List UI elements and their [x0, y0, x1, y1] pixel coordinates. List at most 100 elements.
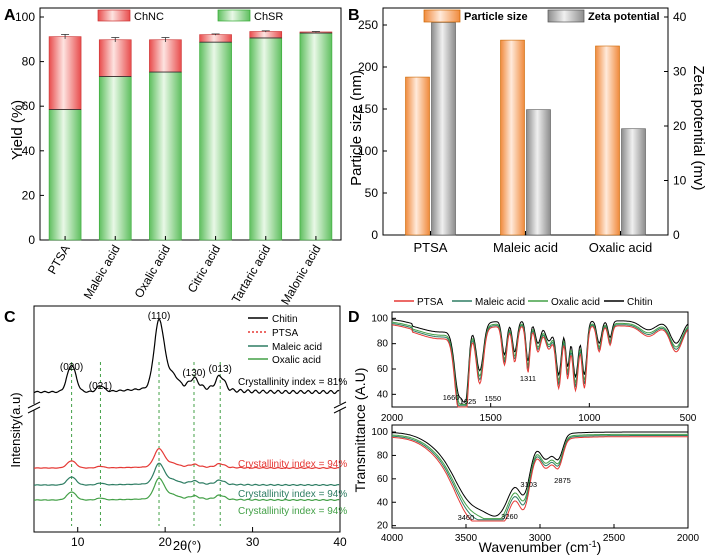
d-bottom-xtick-label: 3500: [455, 533, 478, 544]
panel-a-frame: [39, 7, 342, 241]
d-bottom-ytick-label: 40: [377, 497, 389, 508]
panel-b-legend: Particle size Zeta potential: [423, 9, 660, 23]
d-top-ytick-label: 40: [377, 389, 389, 400]
b-ytick-label-right: 30: [673, 65, 687, 79]
panel-b-ylabel-left: Particle size (nm): [348, 70, 365, 186]
a-xtick-label: Oxalic acid: [132, 243, 173, 301]
d-top-peak-label: 1311: [520, 374, 536, 383]
panel-a-bars: [48, 30, 333, 241]
legend-swatch-particle-size: [423, 9, 461, 23]
c-peak-label: (130): [182, 368, 205, 379]
panel-b-yticks: 0 50 100 150 200 250 0 10 20 30 40: [358, 10, 687, 242]
panel-d-legend: PTSA Maleic acid Oxalic acid Chitin: [394, 297, 653, 308]
b-bar-zeta: [621, 128, 646, 236]
c-peak-label: (020): [60, 362, 83, 373]
c-curve-chitin: [33, 318, 340, 395]
legend-label-chsr: ChSR: [254, 11, 283, 23]
panel-c-xlabel: 2θ(°): [173, 538, 201, 553]
panel-b: B Particle size (nm) Zeta potential (mv)…: [348, 7, 707, 255]
panel-d: D Transmittance (A.U) 2000 1500 1000 500 40 6…: [348, 297, 700, 555]
panel-d-ylabel: Transmittance (A.U): [352, 368, 368, 493]
c-curve-ptsa: [34, 447, 340, 470]
legend-label-d-ptsa: PTSA: [417, 297, 443, 308]
legend-label-d-oxalic: Oxalic acid: [551, 297, 600, 308]
b-bar-zeta: [431, 22, 456, 236]
panel-b-bars: [405, 22, 646, 236]
legend-label-zeta: Zeta potential: [588, 11, 660, 23]
a-ytick-label: 20: [22, 188, 36, 202]
panel-b-ylabel-right: Zeta potential (mv): [690, 65, 707, 190]
d-bottom-ytick-label: 80: [377, 450, 389, 461]
panel-d-xlabel: Wavenumber (cm-1): [479, 539, 602, 555]
d-top-peak-label: 1625: [460, 397, 477, 406]
b-bar-particle-size: [500, 39, 525, 236]
panel-c: C Intensity(a.u) 10 20 30 40 2θ(°) (020)(02…: [4, 305, 347, 553]
b-bar-particle-size: [405, 76, 430, 236]
a-bar-chsr: [98, 76, 132, 241]
b-ytick-label-right: 10: [673, 174, 687, 188]
d-curve-chitin-top: [391, 319, 689, 403]
a-bar-chnc: [98, 39, 132, 77]
a-bar-chsr: [249, 37, 283, 241]
panel-a-yticks: 0 20 40 60 80 100: [15, 10, 44, 247]
d-curve-ptsa-top: [391, 324, 689, 408]
b-bar-particle-size: [595, 45, 620, 236]
crystallinity-oxalic: Crystallinity index = 94%: [238, 506, 347, 517]
b-xtick-label: PTSA: [414, 240, 448, 255]
panel-a-legend: ChNC ChSR: [97, 9, 283, 23]
crystallinity-maleic: Crystallinity index = 94%: [238, 489, 347, 500]
xlabel-sup: -1: [589, 539, 597, 549]
a-xtick-label: Citric acid: [185, 243, 223, 296]
panel-c-peak-labels: (020) (021) (110) (130) (013): [60, 311, 232, 392]
a-bar-chsr: [299, 32, 333, 241]
c-curve-oxalic: [33, 477, 340, 502]
b-ytick-label-right: 40: [673, 10, 687, 24]
d-curve-maleic-bottom: [391, 435, 688, 521]
legend-label-maleic: Maleic acid: [272, 342, 322, 353]
c-peak-label: (021): [89, 381, 112, 392]
d-top-xtick-label: 1000: [578, 413, 601, 424]
b-ytick-label-left: 250: [358, 18, 378, 32]
panel-a-ylabel: Yield (%): [9, 100, 26, 160]
b-ytick-label-left: 50: [365, 186, 379, 200]
a-bar-chnc: [48, 36, 82, 110]
d-top-xtick-label: 2000: [381, 413, 404, 424]
c-peak-label: (110): [148, 311, 171, 322]
legend-label-chitin: Chitin: [272, 314, 298, 325]
c-xtick-label: 20: [158, 535, 172, 549]
panel-b-label: B: [348, 7, 360, 24]
d-bottom-ytick-label: 60: [377, 474, 389, 485]
d-top-peak-label: 1660: [443, 393, 460, 402]
d-bottom-peak-label: 2875: [554, 476, 571, 485]
d-curve-ptsa-bottom: [391, 436, 688, 522]
legend-swatch-chsr: [217, 9, 251, 22]
d-bottom-peak-label: 3260: [501, 512, 518, 521]
d-top-peak-label: 1550: [484, 394, 501, 403]
d-top-ytick-label: 100: [371, 313, 388, 324]
a-xtick-label: PTSA: [45, 243, 73, 277]
a-bar-chnc: [199, 34, 232, 43]
xlabel-end: ): [597, 539, 602, 555]
b-ytick-label-right: 0: [673, 228, 680, 242]
b-ytick-label-left: 150: [358, 102, 378, 116]
panel-d-curves: [391, 319, 689, 522]
a-bar-chsr: [48, 109, 82, 241]
c-curve-maleic: [33, 462, 340, 487]
panel-c-annotations: Crystallinity index = 81% Crystallinity …: [238, 377, 347, 517]
c-xtick-label: 40: [333, 535, 347, 549]
a-xtick-label: Tartaric acid: [229, 243, 273, 306]
d-top-xtick-label: 1500: [480, 413, 503, 424]
xlabel-main: Wavenumber (cm: [479, 539, 589, 555]
panel-a-label: A: [4, 7, 16, 24]
d-bottom-peak-label: 3103: [520, 480, 537, 489]
d-bottom-xtick-label: 2500: [603, 533, 626, 544]
a-bar-chsr: [199, 41, 232, 241]
legend-label-ptsa: PTSA: [272, 328, 298, 339]
panel-d-peak-labels: 1660 1625 1550 1311 3460 3260 3103 2875: [443, 374, 571, 522]
d-bottom-xtick-label: 2000: [677, 533, 700, 544]
panel-b-xlabels: PTSA Maleic acid Oxalic acid: [414, 231, 652, 255]
d-top-ytick-label: 80: [377, 339, 389, 350]
c-peak-label: (013): [209, 364, 232, 375]
legend-label-particle-size: Particle size: [464, 11, 528, 23]
